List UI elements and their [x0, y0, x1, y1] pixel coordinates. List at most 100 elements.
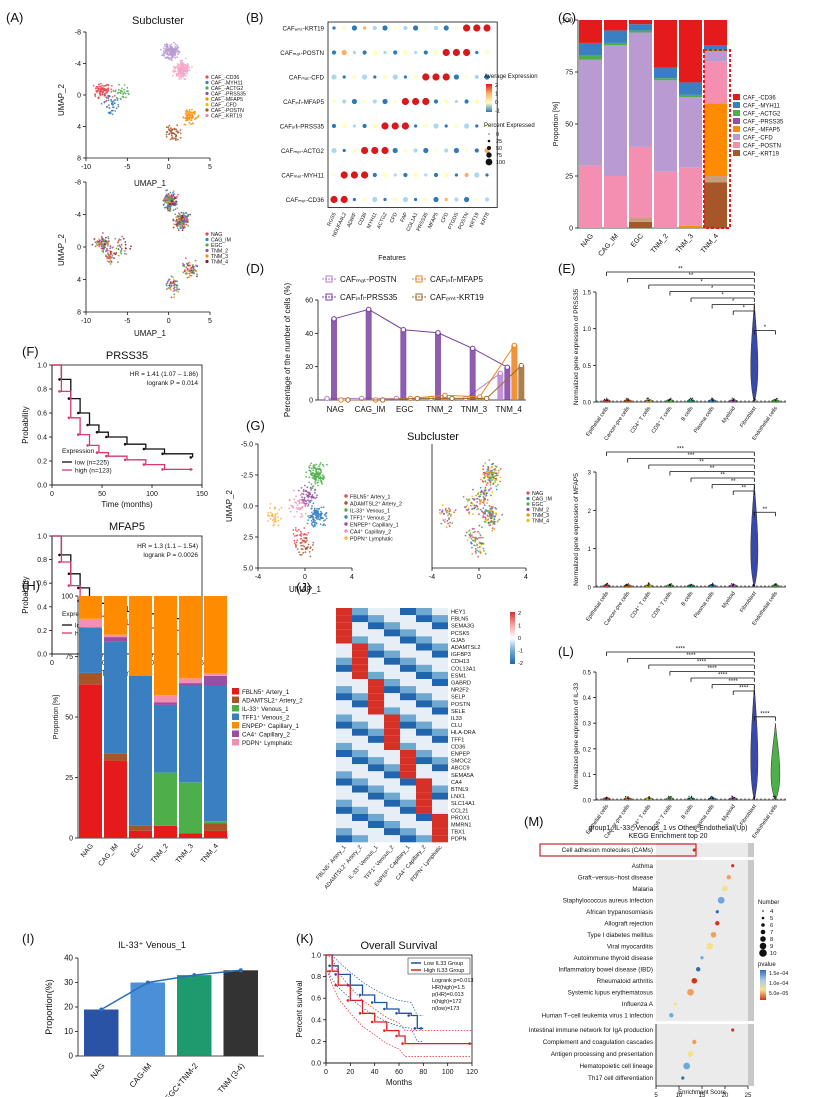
kegg-m-mid-dot — [673, 1002, 677, 1006]
km-f-censor — [142, 447, 146, 451]
umap-g-point — [309, 486, 312, 489]
violin-e2-category-label: B cells — [680, 591, 694, 608]
umap-a-point — [170, 134, 173, 137]
y-tick-label: 75 — [65, 654, 73, 661]
umap-a2-point — [107, 240, 110, 242]
dotplot-b-dot — [484, 74, 490, 80]
umap-g2-point — [480, 510, 483, 513]
umap-g-point — [293, 539, 296, 542]
umap-g2-point — [483, 549, 485, 552]
umap-g2-point — [442, 519, 445, 521]
y-tick-label: 0.0 — [583, 401, 592, 407]
heatmap-j-cell — [416, 657, 432, 665]
umap-g2-point — [468, 513, 471, 515]
violin-e2-jitter — [648, 583, 650, 585]
x-tick-label: 120 — [466, 1069, 478, 1076]
stacked-c-segment — [629, 146, 652, 218]
km-f-stat: HR = 1.41 (1.07 – 1.86) — [130, 371, 198, 378]
dotplot-b-dot — [403, 172, 408, 178]
legend-d-swatch — [325, 293, 333, 301]
umap-g-point — [309, 473, 312, 476]
umap-a-point — [114, 89, 117, 92]
umap-g-point — [303, 537, 305, 539]
violin-l-jitter — [625, 796, 627, 798]
umap-g2-point — [495, 508, 498, 510]
heatmap-j-cell — [416, 636, 432, 644]
umap-a-point — [165, 131, 168, 134]
umap-a-point — [188, 121, 191, 124]
umap-a2-point — [194, 259, 197, 262]
heatmap-j-cell — [368, 792, 384, 800]
dotplot-b-col-label: CFD — [440, 212, 450, 224]
stacked-h-segment — [179, 596, 202, 679]
heatmap-j-scale-tick: -1 — [518, 649, 523, 655]
dotplot-b-dot — [443, 25, 449, 31]
heatmap-j-cell — [400, 771, 416, 779]
violin-e2-jitter — [731, 583, 733, 585]
dotplot-b-frame — [327, 21, 498, 208]
umap-g-point — [306, 486, 309, 489]
heatmap-j-cell — [384, 735, 400, 743]
heatmap-j-cell — [400, 707, 416, 715]
umap-a2-point — [175, 289, 178, 292]
umap-a2-point — [187, 213, 190, 216]
umap-a2-point — [109, 251, 112, 253]
violin-l-category-label: B cells — [680, 804, 694, 821]
umap-a-point — [169, 44, 171, 47]
heatmap-j-cell — [416, 707, 432, 715]
heatmap-j-cell — [384, 636, 400, 644]
umap-g2-point — [448, 524, 451, 526]
umap-g-point — [296, 539, 298, 541]
umap-g-point — [304, 484, 306, 487]
umap-a2-point — [178, 223, 181, 226]
heatmap-j-cell — [432, 750, 448, 758]
y-tick-label: 0.2 — [37, 459, 47, 466]
umap-a-point — [186, 114, 189, 116]
heatmap-j-cell — [432, 771, 448, 779]
violin-e2-jitter — [669, 583, 671, 585]
umap-a2-point — [175, 216, 178, 219]
umap-a2-point — [166, 288, 168, 290]
umap-a-point — [176, 124, 179, 127]
panel-label-m: (M) — [524, 814, 544, 829]
kegg-m-bot-bg — [656, 1024, 748, 1086]
violin-l-jitter — [773, 795, 775, 797]
umap-g2-point — [490, 506, 492, 508]
heatmap-j-cell — [384, 764, 400, 772]
umap-g2-point — [478, 532, 481, 534]
y-tick-label: 0.3 — [583, 722, 592, 728]
umap-a2-point — [184, 269, 186, 272]
heatmap-j-cell — [352, 707, 368, 715]
umap-g2-point — [447, 522, 449, 525]
heatmap-j-cell — [400, 664, 416, 672]
kegg-m-title: group1_IL-33⁺ Venous_1 vs Other_Endothel… — [589, 825, 748, 832]
x-tick-label: 100 — [146, 491, 158, 498]
x-tick-label: 5 — [208, 164, 212, 171]
violin-e2-significance: ** — [763, 507, 768, 513]
km-f-censor — [58, 378, 61, 381]
umap-a2-point — [171, 200, 173, 203]
umap-g2-point — [497, 472, 500, 474]
umap-a-point — [101, 87, 103, 89]
umap-a2-point — [174, 213, 177, 216]
km-f-censor — [105, 454, 108, 458]
umap-g2-point — [483, 489, 486, 492]
km-f-censor — [123, 442, 127, 446]
umap-a-point — [193, 111, 195, 114]
umap-g2-point — [473, 527, 475, 530]
heatmap-j-gene-label: PCSK5 — [451, 631, 469, 637]
bar-d-category-label: NAG — [327, 405, 344, 414]
y-tick-label: 0.6 — [37, 581, 47, 588]
umap-g2-point — [482, 507, 485, 509]
umap-a2-point — [168, 284, 171, 287]
umap-a2-point — [172, 280, 175, 283]
bar-d-category-label: TNM_2 — [426, 405, 453, 414]
umap-g-point — [277, 516, 279, 518]
bar-d-series-line — [333, 308, 508, 368]
stacked-c-segment — [704, 51, 727, 62]
dotplot-b-dot — [465, 148, 469, 153]
violin-e-shape — [750, 302, 759, 403]
umap-g2-point — [442, 512, 445, 515]
